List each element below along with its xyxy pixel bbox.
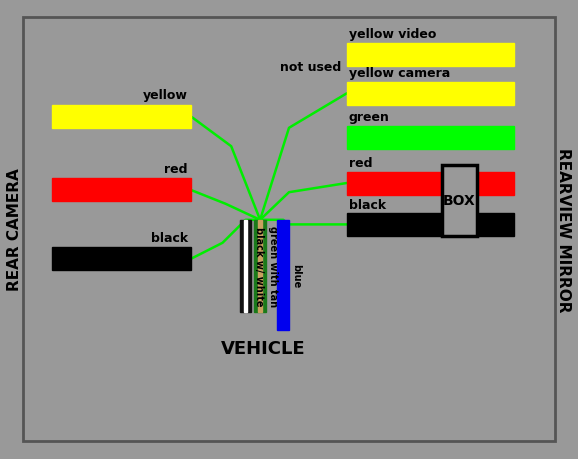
Bar <box>52 106 191 129</box>
Text: green with tan: green with tan <box>268 226 278 307</box>
Bar <box>442 165 477 236</box>
Text: BOX: BOX <box>443 194 476 208</box>
Bar <box>244 220 247 312</box>
Bar <box>52 248 191 271</box>
Bar <box>347 213 514 236</box>
Text: REARVIEW MIRROR: REARVIEW MIRROR <box>556 147 571 312</box>
Bar <box>52 179 191 202</box>
Text: VEHICLE: VEHICLE <box>221 340 305 358</box>
Text: not used: not used <box>280 61 341 73</box>
Text: black w/ white: black w/ white <box>254 227 264 306</box>
Text: yellow: yellow <box>143 89 188 102</box>
Text: REAR CAMERA: REAR CAMERA <box>7 168 22 291</box>
Bar <box>347 172 514 195</box>
Text: black: black <box>349 198 386 211</box>
Text: black: black <box>151 231 188 244</box>
Bar <box>254 220 266 312</box>
Bar <box>258 220 262 312</box>
Bar <box>347 83 514 106</box>
Bar <box>347 126 514 149</box>
Text: red: red <box>164 162 188 175</box>
Text: yellow camera: yellow camera <box>349 67 450 80</box>
Bar <box>347 44 514 67</box>
Bar <box>240 220 251 312</box>
Text: blue: blue <box>291 263 301 287</box>
Text: yellow video: yellow video <box>349 28 436 41</box>
Text: red: red <box>349 157 372 170</box>
Bar <box>277 220 289 330</box>
Text: green: green <box>349 111 390 124</box>
